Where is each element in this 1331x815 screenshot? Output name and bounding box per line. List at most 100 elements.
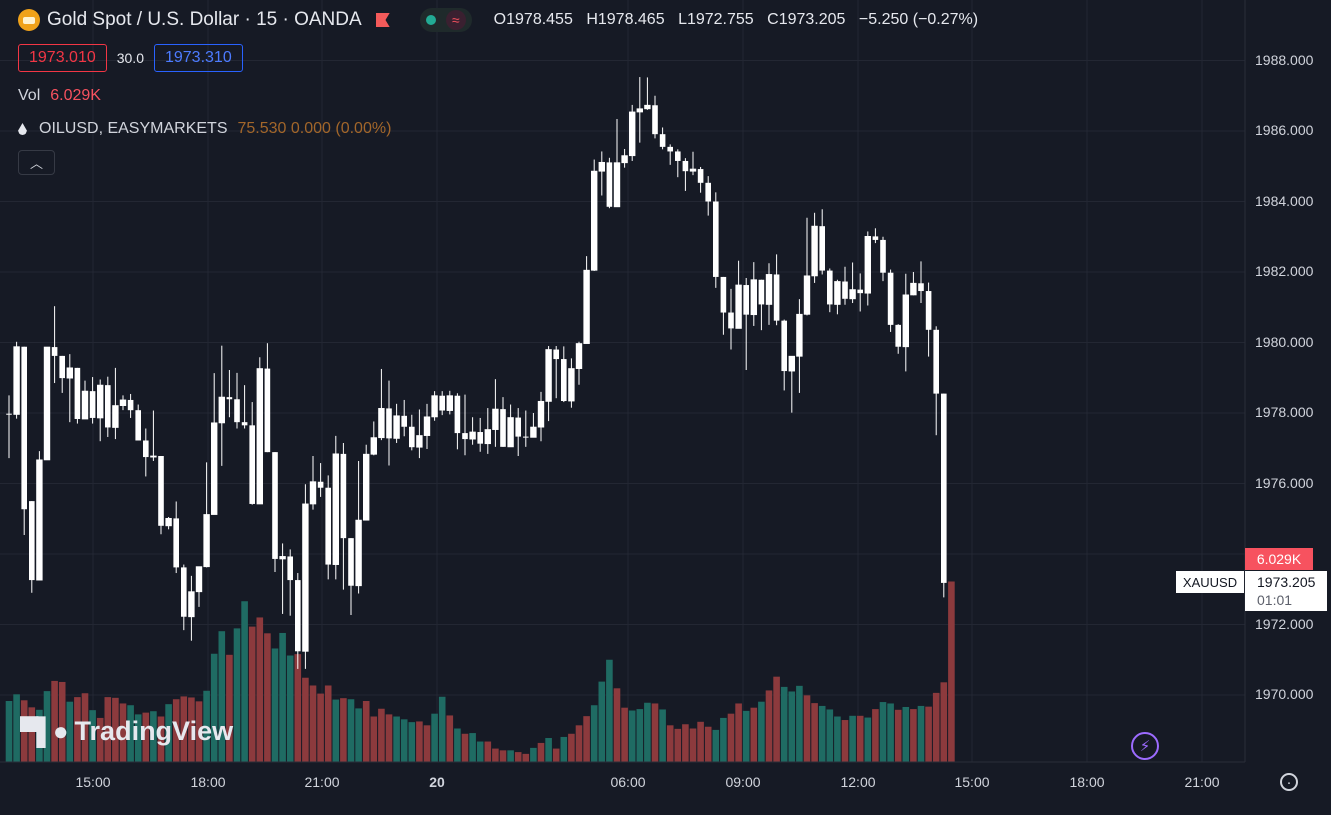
candle-down xyxy=(51,347,58,356)
volume-bar xyxy=(119,703,127,762)
candle-down xyxy=(933,329,939,394)
candle-down xyxy=(340,453,347,539)
price-tick: 1982.000 xyxy=(1255,263,1314,279)
time-tick: 20 xyxy=(429,774,445,790)
volume-value: 6.029K xyxy=(50,87,101,104)
candle-up xyxy=(469,431,476,440)
candle-down xyxy=(758,279,765,305)
candle-down xyxy=(713,201,719,277)
flag-icon[interactable] xyxy=(375,13,390,27)
candle-down xyxy=(941,393,947,583)
volume-bar xyxy=(788,691,796,762)
volume-bar xyxy=(104,697,112,762)
candle-up xyxy=(507,417,514,448)
volume-bar xyxy=(887,703,894,762)
last-price-value: 1973.205 xyxy=(1257,574,1316,590)
candle-down xyxy=(880,239,886,273)
volume-bar xyxy=(894,709,902,762)
volume-bar xyxy=(218,631,226,762)
candle-down xyxy=(827,270,833,305)
price-tick: 1984.000 xyxy=(1255,192,1314,209)
volume-bar xyxy=(644,702,651,762)
ohlc-close: C1973.205 xyxy=(767,11,846,28)
volume-bar xyxy=(134,714,142,762)
candle-down xyxy=(6,413,12,415)
candle-down xyxy=(249,425,255,504)
candle-down xyxy=(21,346,27,510)
candle-up xyxy=(492,408,499,430)
volume-bar xyxy=(651,703,659,762)
volume-bar xyxy=(780,686,788,762)
volume-bar xyxy=(89,710,96,762)
candle-down xyxy=(523,436,529,438)
candle-up xyxy=(689,168,697,172)
market-open-dot-icon xyxy=(425,15,436,25)
buy-button[interactable]: 1973.310 xyxy=(153,44,243,72)
candle-up xyxy=(484,429,491,445)
time-tick: 15:00 xyxy=(954,774,990,790)
candle-down xyxy=(348,538,354,586)
candle-up xyxy=(598,161,605,172)
volume-bar xyxy=(142,712,150,762)
settings-gear-icon[interactable]: · xyxy=(1280,773,1298,791)
volume-bar xyxy=(446,715,454,762)
candle-down xyxy=(264,368,271,453)
volume-bar xyxy=(598,681,606,762)
volume-bar xyxy=(172,699,180,762)
price-tick: 1986.000 xyxy=(1255,122,1314,138)
volume-legend[interactable]: Vol 6.029K xyxy=(18,87,101,105)
gold-symbol-icon[interactable] xyxy=(18,9,40,31)
candle-down xyxy=(325,487,331,565)
candle-up xyxy=(910,282,917,296)
ohlc-change: −5.250 (−0.27%) xyxy=(858,11,979,28)
volume-bar xyxy=(13,694,20,762)
symbol-title[interactable]: Gold Spot / U.S. Dollar · 15 · OANDA xyxy=(47,9,362,30)
volume-bar xyxy=(606,659,613,762)
candle-down xyxy=(105,385,111,428)
price-tick: 1988.000 xyxy=(1255,51,1314,68)
candle-down xyxy=(720,276,727,313)
sell-button[interactable]: 1973.010 xyxy=(18,44,107,72)
volume-bar xyxy=(666,725,674,762)
candle-down xyxy=(652,105,658,135)
candle-up xyxy=(218,396,225,424)
lightning-icon[interactable]: ⚡ xyxy=(1131,732,1159,760)
candle-down xyxy=(606,162,613,207)
volume-bar xyxy=(210,653,218,762)
candle-up xyxy=(362,453,370,521)
candle-up xyxy=(370,437,377,455)
volume-bar xyxy=(742,710,750,762)
volume-bar xyxy=(689,728,697,762)
volume-bar xyxy=(317,693,324,762)
oil-drop-icon xyxy=(18,123,27,135)
candle-up xyxy=(864,235,871,294)
volume-bar xyxy=(507,750,514,762)
candle-down xyxy=(743,285,749,315)
market-status-pill[interactable]: ≈ xyxy=(419,8,472,32)
candlesticks xyxy=(6,77,947,669)
time-tick: 09:00 xyxy=(725,774,761,790)
volume-bar xyxy=(750,707,758,762)
volume-bar xyxy=(271,648,279,762)
compare-legend[interactable]: OILUSD, EASYMARKETS 75.530 0.000 (0.00%) xyxy=(18,120,391,138)
volume-bar xyxy=(484,741,492,762)
volume-bar xyxy=(279,632,286,762)
volume-bar xyxy=(58,681,66,762)
candle-down xyxy=(842,281,848,299)
volume-bar xyxy=(492,748,499,762)
candle-down xyxy=(143,440,149,458)
candle-up xyxy=(750,279,757,316)
candle-up xyxy=(36,459,43,581)
collapse-legend-button[interactable]: ︿ xyxy=(18,150,55,175)
volume-bar xyxy=(454,728,461,762)
price-tick: 1972.000 xyxy=(1255,615,1314,632)
candle-down xyxy=(234,399,240,423)
volume-bar xyxy=(226,654,233,762)
volume-bar xyxy=(659,709,666,762)
volume-bar xyxy=(841,720,849,762)
candle-down xyxy=(89,391,96,418)
candle-up xyxy=(393,415,400,439)
price-tick: 1970.000 xyxy=(1255,686,1314,702)
volume-bar xyxy=(537,742,545,762)
